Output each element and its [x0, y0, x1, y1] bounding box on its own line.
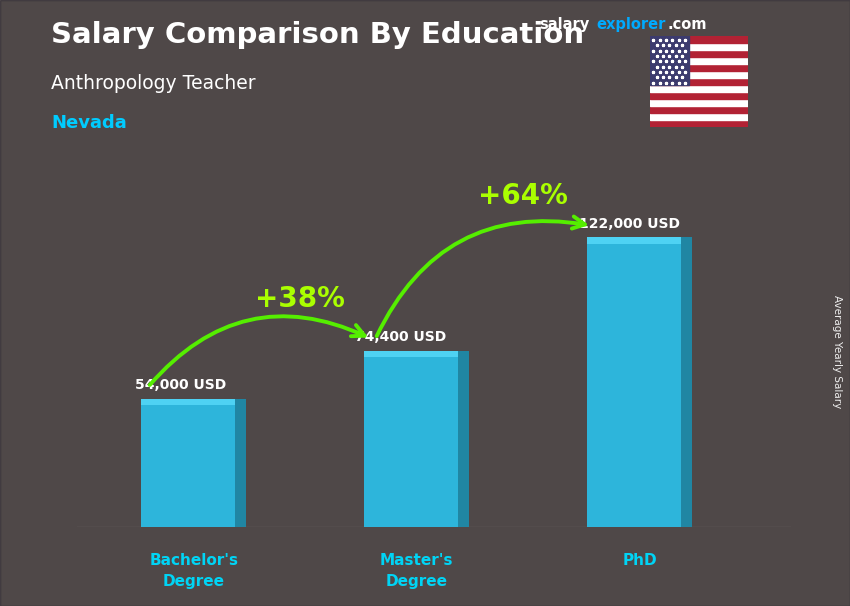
Bar — [650, 99, 748, 106]
Text: Nevada: Nevada — [51, 114, 127, 132]
Bar — [650, 44, 748, 50]
Text: Average Yearly Salary: Average Yearly Salary — [832, 295, 842, 408]
Bar — [650, 78, 748, 85]
Bar — [650, 58, 748, 64]
Text: 54,000 USD: 54,000 USD — [134, 378, 226, 392]
Polygon shape — [681, 238, 692, 527]
Bar — [650, 85, 748, 92]
Bar — [650, 64, 748, 72]
Text: +38%: +38% — [255, 285, 344, 313]
Polygon shape — [235, 399, 246, 527]
Bar — [650, 92, 748, 99]
Bar — [587, 238, 681, 527]
Bar — [141, 399, 235, 405]
Text: 122,000 USD: 122,000 USD — [579, 217, 679, 231]
Text: .com: .com — [667, 17, 706, 32]
Bar — [365, 350, 458, 357]
Text: Anthropology Teacher: Anthropology Teacher — [51, 74, 256, 93]
Text: 74,400 USD: 74,400 USD — [355, 330, 446, 344]
Bar — [650, 106, 748, 113]
Bar — [650, 36, 748, 44]
Bar — [141, 399, 235, 527]
Bar — [650, 113, 748, 120]
Text: +64%: +64% — [478, 182, 568, 210]
Text: salary: salary — [540, 17, 590, 32]
Polygon shape — [458, 350, 469, 527]
Text: Master's
Degree: Master's Degree — [380, 553, 454, 590]
Bar — [365, 350, 458, 527]
Bar — [650, 50, 748, 58]
Bar — [650, 72, 748, 78]
Text: PhD: PhD — [622, 553, 657, 568]
Bar — [587, 238, 681, 244]
Text: Bachelor's
Degree: Bachelor's Degree — [149, 553, 238, 590]
Bar — [650, 120, 748, 127]
Text: explorer: explorer — [597, 17, 666, 32]
Bar — [650, 36, 689, 85]
Text: Salary Comparison By Education: Salary Comparison By Education — [51, 21, 584, 49]
